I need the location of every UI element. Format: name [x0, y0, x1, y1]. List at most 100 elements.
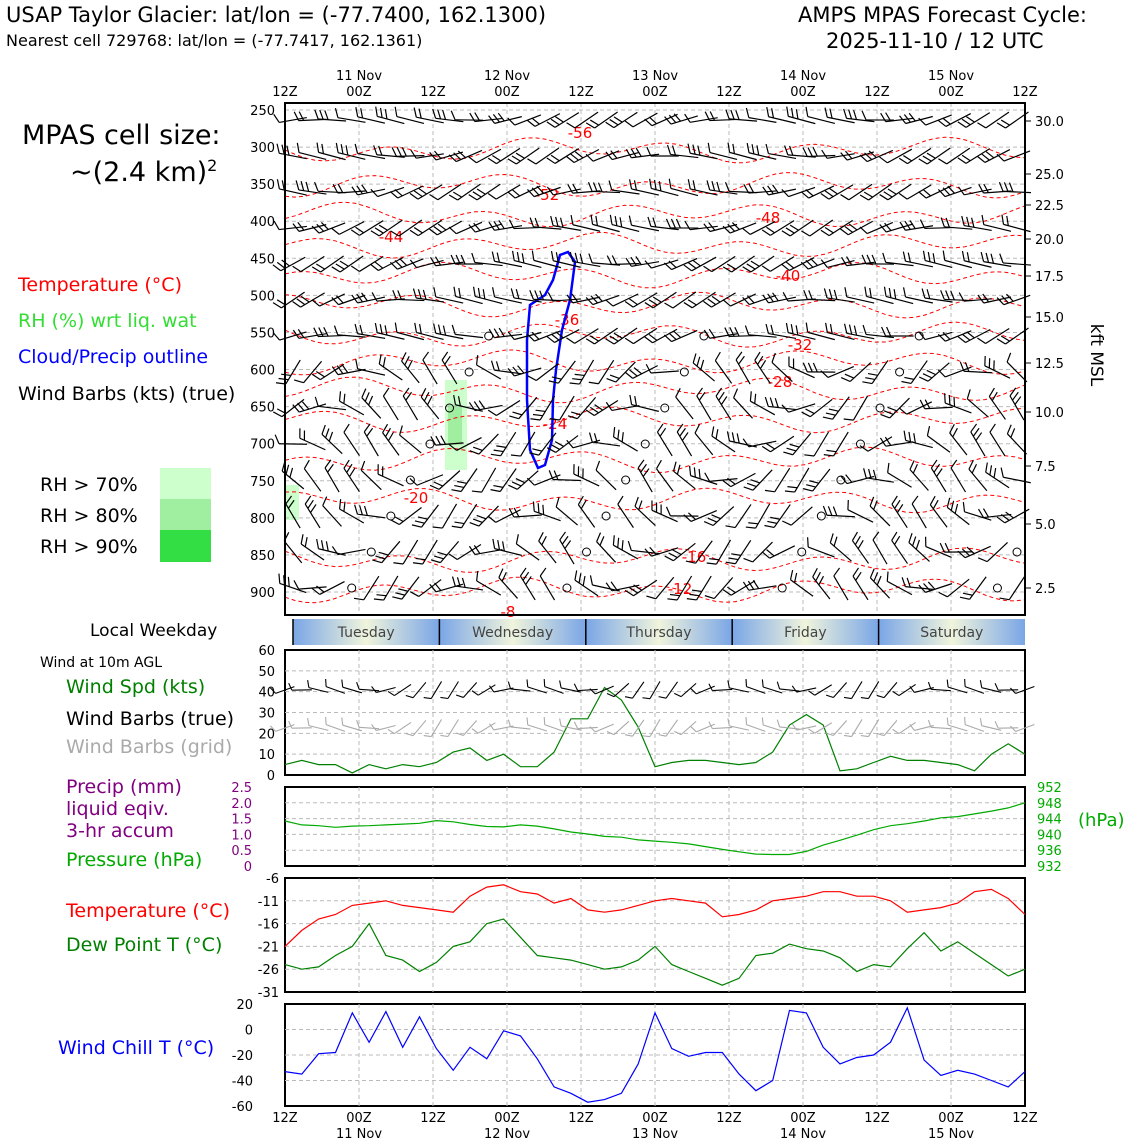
wind-barb-flag: [638, 500, 643, 511]
wind-barb: [761, 220, 795, 236]
wind-barb: [999, 253, 1032, 266]
wind-barb-staff: [670, 115, 698, 125]
wind-barb-flag: [893, 289, 897, 300]
wind-barb: [789, 569, 814, 597]
wind-barb-staff: [713, 577, 734, 599]
surface-wind-barb: [791, 685, 817, 693]
wind-barb-flag: [442, 109, 447, 120]
wind-barb-flag: [923, 583, 931, 592]
wind-barb-flag: [589, 575, 594, 586]
wind-barb: [274, 434, 308, 445]
wind-barb-flag: [806, 484, 816, 488]
wind-barb-flag: [781, 230, 791, 237]
wind-barb-flag: [725, 525, 736, 529]
temperature-contour: [284, 376, 1026, 404]
wind-barb: [546, 435, 579, 453]
wind-barb-flag: [655, 502, 658, 513]
calm-circle: [562, 583, 572, 593]
surface-wind-barb-flag: [455, 732, 464, 736]
wind-barb: [1001, 214, 1031, 233]
wind-barb-flag: [642, 468, 650, 477]
wind-barb: [448, 183, 481, 201]
wind-barb-flag: [918, 331, 926, 340]
wind-barb-flag: [454, 485, 465, 488]
wind-barb-flag: [281, 180, 285, 191]
wind-barb: [391, 146, 425, 157]
surface-wind-barb-staff: [947, 724, 968, 732]
wind-barb: [469, 112, 503, 123]
wind-barb: [762, 184, 797, 196]
wind-barb-flag: [285, 464, 290, 475]
wind-barb: [743, 469, 773, 491]
wind-barb-flag: [619, 217, 623, 228]
wind-barb: [549, 395, 575, 421]
wind-barb-flag: [374, 261, 384, 269]
wind-barb: [944, 393, 972, 414]
wind-barb-flag: [331, 227, 340, 235]
temperature-y-tick: -26: [258, 963, 279, 978]
wind-barb-staff: [908, 542, 930, 562]
wind-barb-flag: [722, 589, 732, 596]
wind-barb-flag: [501, 572, 507, 582]
wind-barb-flag: [684, 113, 691, 123]
surface-wind-barb: [543, 717, 564, 732]
wind-barb-staff: [714, 360, 733, 384]
wind-barb-flag: [550, 333, 560, 341]
wind-barb: [706, 180, 738, 195]
wind-barb-flag: [844, 373, 855, 379]
wind-barb: [887, 462, 912, 488]
x-tick-top: 12Z: [1012, 85, 1038, 100]
wind-barb: [331, 221, 365, 235]
wind-barb-flag: [378, 354, 382, 365]
wind-barb-flag: [790, 324, 794, 334]
precip-y-tick: 1.5: [231, 813, 252, 828]
weekday-band: [585, 619, 733, 645]
surface-wind-barb-flag: [909, 724, 915, 731]
wind-barb-flag: [548, 380, 559, 384]
wind-barb-staff: [655, 576, 675, 600]
wind-barb-flag: [1000, 119, 1010, 126]
wind-barb-flag: [926, 425, 931, 436]
surface-wind-barb-flag: [708, 721, 713, 729]
wind-barb-flag: [595, 460, 601, 471]
wind-barb-staff: [559, 539, 575, 565]
wind-barb-flag: [334, 107, 339, 118]
wind-barb-flag: [851, 531, 858, 541]
wind-barb-staff: [807, 115, 836, 125]
wind-barb-staff: [383, 575, 399, 601]
surface-wind-barb-staff: [1015, 685, 1035, 695]
wind-barb: [276, 143, 307, 160]
surface-wind-barb: [1009, 723, 1035, 733]
wind-barb-flag: [474, 112, 481, 122]
wind-barb-flag: [605, 582, 613, 592]
pressure-y-tick: 948: [1037, 797, 1062, 812]
wind-barb-flag: [429, 484, 440, 490]
wind-barb-flag: [789, 443, 800, 448]
surface-wind-barb-flag: [946, 717, 949, 726]
surface-wind-barb-flag: [1009, 725, 1017, 732]
surface-wind-barb-staff: [430, 681, 443, 699]
wind-barb-staff: [887, 472, 912, 488]
wind-barb: [338, 391, 365, 416]
wind-barb-flag: [668, 178, 672, 189]
wind-barb-flag: [582, 468, 584, 479]
wind-barb-flag: [391, 147, 397, 157]
wind-barb-flag: [908, 532, 913, 543]
wind-barb-staff: [474, 261, 503, 267]
wind-barb: [392, 290, 425, 302]
wind-barb: [609, 214, 640, 233]
wind-barb: [390, 507, 422, 526]
wind-barb: [998, 181, 1032, 194]
surface-wind-barb-staff: [649, 681, 661, 699]
wind-barb-staff: [925, 545, 952, 559]
wind-barb-flag: [493, 220, 500, 230]
rh80-swatch: [160, 499, 211, 530]
surface-wind-barb: [658, 719, 678, 737]
wind-barb-flag: [508, 219, 515, 229]
wind-barb-flag: [1006, 352, 1012, 363]
wind-barb: [833, 567, 849, 601]
surface-wind-barb-staff: [665, 681, 678, 699]
surface-wind-barb-flag: [642, 697, 651, 700]
wind-barb-flag: [802, 147, 808, 157]
wind-barb-flag: [311, 266, 321, 273]
